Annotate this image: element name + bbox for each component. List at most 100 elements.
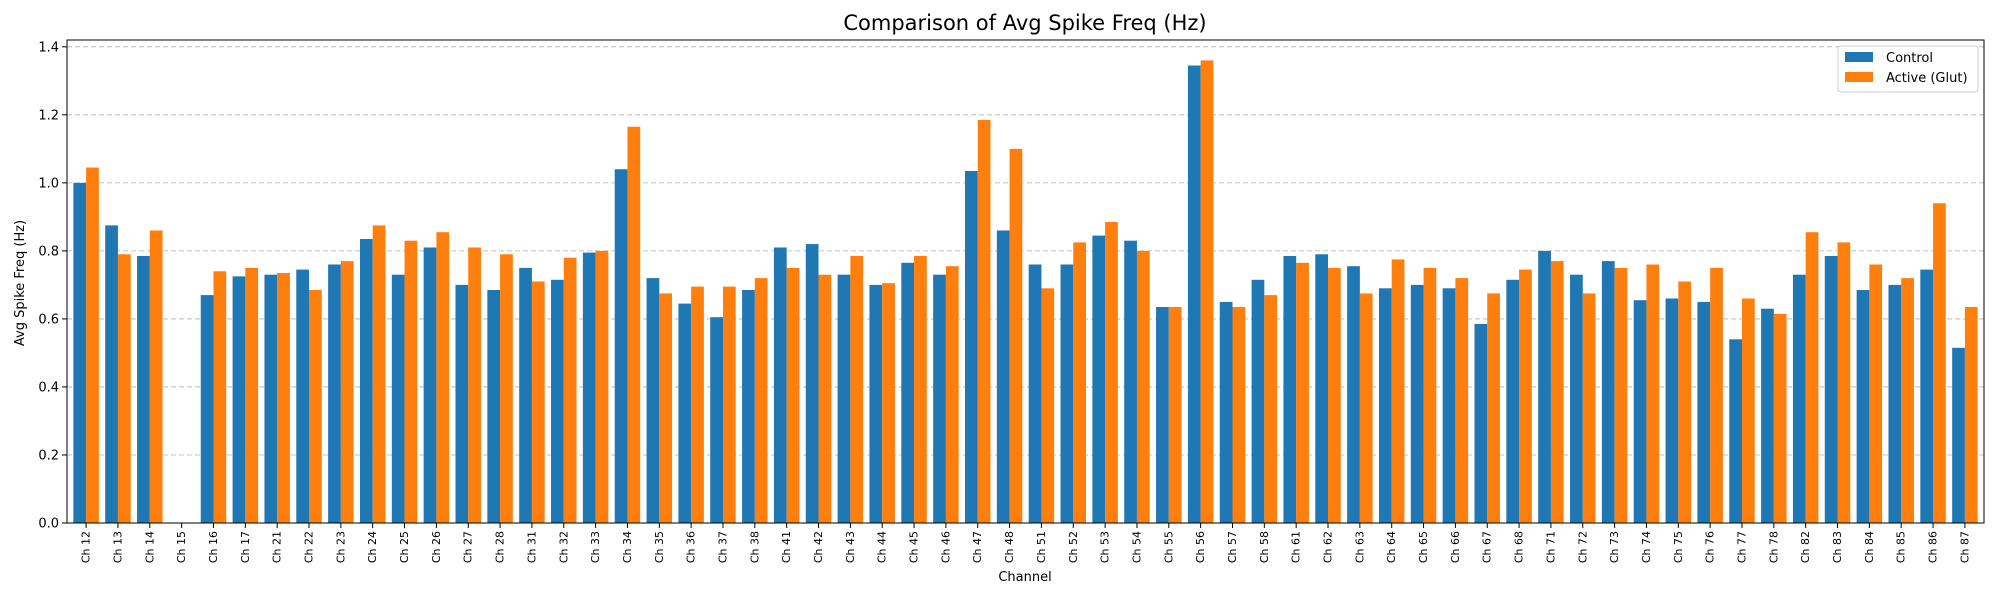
x-tick-label: Ch 33 [589,531,602,563]
bar-control-ch-31 [519,267,532,523]
x-tick-label: Ch 32 [557,531,570,563]
x-tick-label: Ch 34 [621,531,634,563]
x-tick-label: Ch 55 [1162,531,1175,563]
bar-active-ch-28 [500,254,513,523]
bar-control-ch-22 [296,269,310,523]
x-tick-label: Ch 87 [1958,531,1971,563]
bar-control-ch-65 [1410,284,1424,523]
x-tick-label: Ch 71 [1544,531,1557,563]
bar-control-ch-61 [1283,255,1297,523]
bar-control-ch-73 [1601,261,1615,523]
bar-active-ch-67 [1487,293,1500,523]
bar-control-ch-57 [1219,301,1233,523]
bar-control-ch-33 [582,252,596,524]
x-tick-label: Ch 84 [1863,531,1876,563]
bar-control-ch-64 [1378,288,1392,523]
bar-active-ch-48 [1009,148,1023,523]
legend-label: Active (Glut) [1886,71,1968,86]
x-tick-label: Ch 72 [1576,531,1589,563]
x-tick-label: Ch 52 [1067,531,1080,563]
x-tick-label: Ch 28 [494,531,507,563]
bar-active-ch-32 [563,257,577,523]
bar-active-ch-68 [1519,269,1532,523]
bar-active-ch-61 [1296,262,1309,523]
y-tick-label: 1.4 [38,40,59,55]
bars [73,60,1978,524]
bar-control-ch-83 [1824,255,1838,523]
bar-active-ch-22 [309,290,322,523]
y-tick-label: 0.0 [38,517,59,532]
bar-active-ch-24 [372,225,386,523]
x-tick-label: Ch 64 [1385,531,1398,563]
bar-active-ch-51 [1041,288,1055,523]
bar-active-ch-23 [340,261,354,523]
bar-control-ch-71 [1538,250,1551,523]
bar-control-ch-76 [1697,301,1711,523]
bar-active-ch-83 [1837,242,1851,524]
bar-active-ch-42 [818,274,832,523]
bar-active-ch-43 [850,255,864,523]
x-tick-label: Ch 21 [271,531,284,563]
y-tick-label: 1.2 [38,108,59,123]
legend-label: Control [1886,51,1933,66]
legend-swatch [1845,72,1873,82]
bar-control-ch-87 [1952,347,1965,523]
x-tick-label: Ch 76 [1704,531,1717,563]
bar-active-ch-53 [1105,221,1118,524]
bar-active-ch-46 [945,266,959,523]
bar-control-ch-56 [1187,65,1201,524]
bar-control-ch-27 [455,284,469,523]
bar-control-ch-86 [1920,269,1934,523]
bar-active-ch-45 [914,255,927,523]
bar-active-ch-41 [786,267,800,523]
bar-active-ch-17 [245,267,259,523]
bar-active-ch-14 [149,230,163,523]
bar-active-ch-31 [531,281,545,523]
x-tick-label: Ch 51 [1035,531,1048,563]
y-tick-label: 1.0 [38,176,59,191]
bar-control-ch-82 [1792,274,1806,523]
bar-active-ch-86 [1933,203,1946,523]
y-axis-label: Avg Spike Freq (Hz) [13,220,28,346]
x-tick-label: Ch 47 [971,531,984,563]
bar-active-ch-85 [1901,278,1914,523]
bar-active-ch-37 [722,286,736,523]
y-tick-label: 0.6 [38,312,59,327]
x-tick-label: Ch 63 [1353,531,1366,563]
bar-control-ch-16 [200,295,214,523]
x-tick-label: Ch 73 [1608,531,1621,563]
bar-control-ch-17 [232,276,246,523]
bar-control-ch-23 [328,264,341,523]
bar-control-ch-47 [964,170,978,523]
x-tick-label: Ch 66 [1449,531,1462,563]
x-tick-label: Ch 37 [716,531,729,563]
x-tick-label: Ch 27 [462,531,475,563]
bar-control-ch-78 [1761,308,1774,523]
legend-swatch [1845,52,1873,62]
bar-control-ch-28 [487,290,501,523]
x-tick-label: Ch 16 [207,531,220,563]
bar-active-ch-66 [1455,278,1469,523]
bar-active-ch-47 [977,119,991,523]
bar-active-ch-38 [754,278,768,523]
bar-active-ch-65 [1423,267,1437,523]
x-tick-label: Ch 75 [1672,531,1685,563]
bar-control-ch-52 [1060,264,1074,523]
bar-control-ch-41 [773,247,787,524]
bar-active-ch-16 [213,271,227,523]
x-tick-label: Ch 15 [175,531,188,563]
bar-control-ch-44 [869,284,883,523]
y-tick-label: 0.8 [38,244,59,259]
x-tick-label: Ch 38 [748,531,761,563]
bar-active-ch-13 [117,254,131,523]
x-tick-label: Ch 12 [80,531,93,563]
bar-control-ch-53 [1092,235,1106,523]
bar-control-ch-35 [646,278,660,523]
x-tick-label: Ch 45 [908,531,921,563]
bar-control-ch-26 [423,247,437,524]
bar-control-ch-12 [73,182,87,523]
bar-control-ch-55 [1156,307,1169,523]
x-tick-label: Ch 41 [780,531,793,563]
bar-active-ch-75 [1678,281,1692,523]
